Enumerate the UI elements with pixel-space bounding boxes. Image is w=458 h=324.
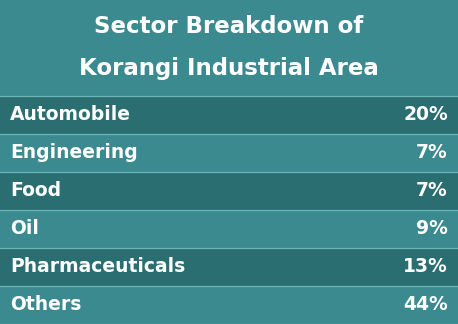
Text: 9%: 9% bbox=[416, 219, 448, 238]
Bar bbox=[0, 210, 458, 248]
Bar bbox=[0, 133, 458, 172]
Text: 20%: 20% bbox=[403, 105, 448, 124]
Bar bbox=[0, 96, 458, 134]
Text: Pharmaceuticals: Pharmaceuticals bbox=[10, 257, 185, 276]
Text: 44%: 44% bbox=[403, 295, 448, 315]
Bar bbox=[0, 286, 458, 324]
Text: Automobile: Automobile bbox=[10, 105, 131, 124]
Bar bbox=[0, 248, 458, 286]
Text: 7%: 7% bbox=[416, 181, 448, 200]
Text: Engineering: Engineering bbox=[10, 143, 138, 162]
Text: Sector Breakdown of: Sector Breakdown of bbox=[94, 15, 364, 38]
Text: Oil: Oil bbox=[10, 219, 39, 238]
Text: 13%: 13% bbox=[403, 257, 448, 276]
Text: 7%: 7% bbox=[416, 143, 448, 162]
Text: Korangi Industrial Area: Korangi Industrial Area bbox=[79, 57, 379, 80]
Text: Others: Others bbox=[10, 295, 82, 315]
Bar bbox=[0, 172, 458, 210]
Text: Food: Food bbox=[10, 181, 61, 200]
